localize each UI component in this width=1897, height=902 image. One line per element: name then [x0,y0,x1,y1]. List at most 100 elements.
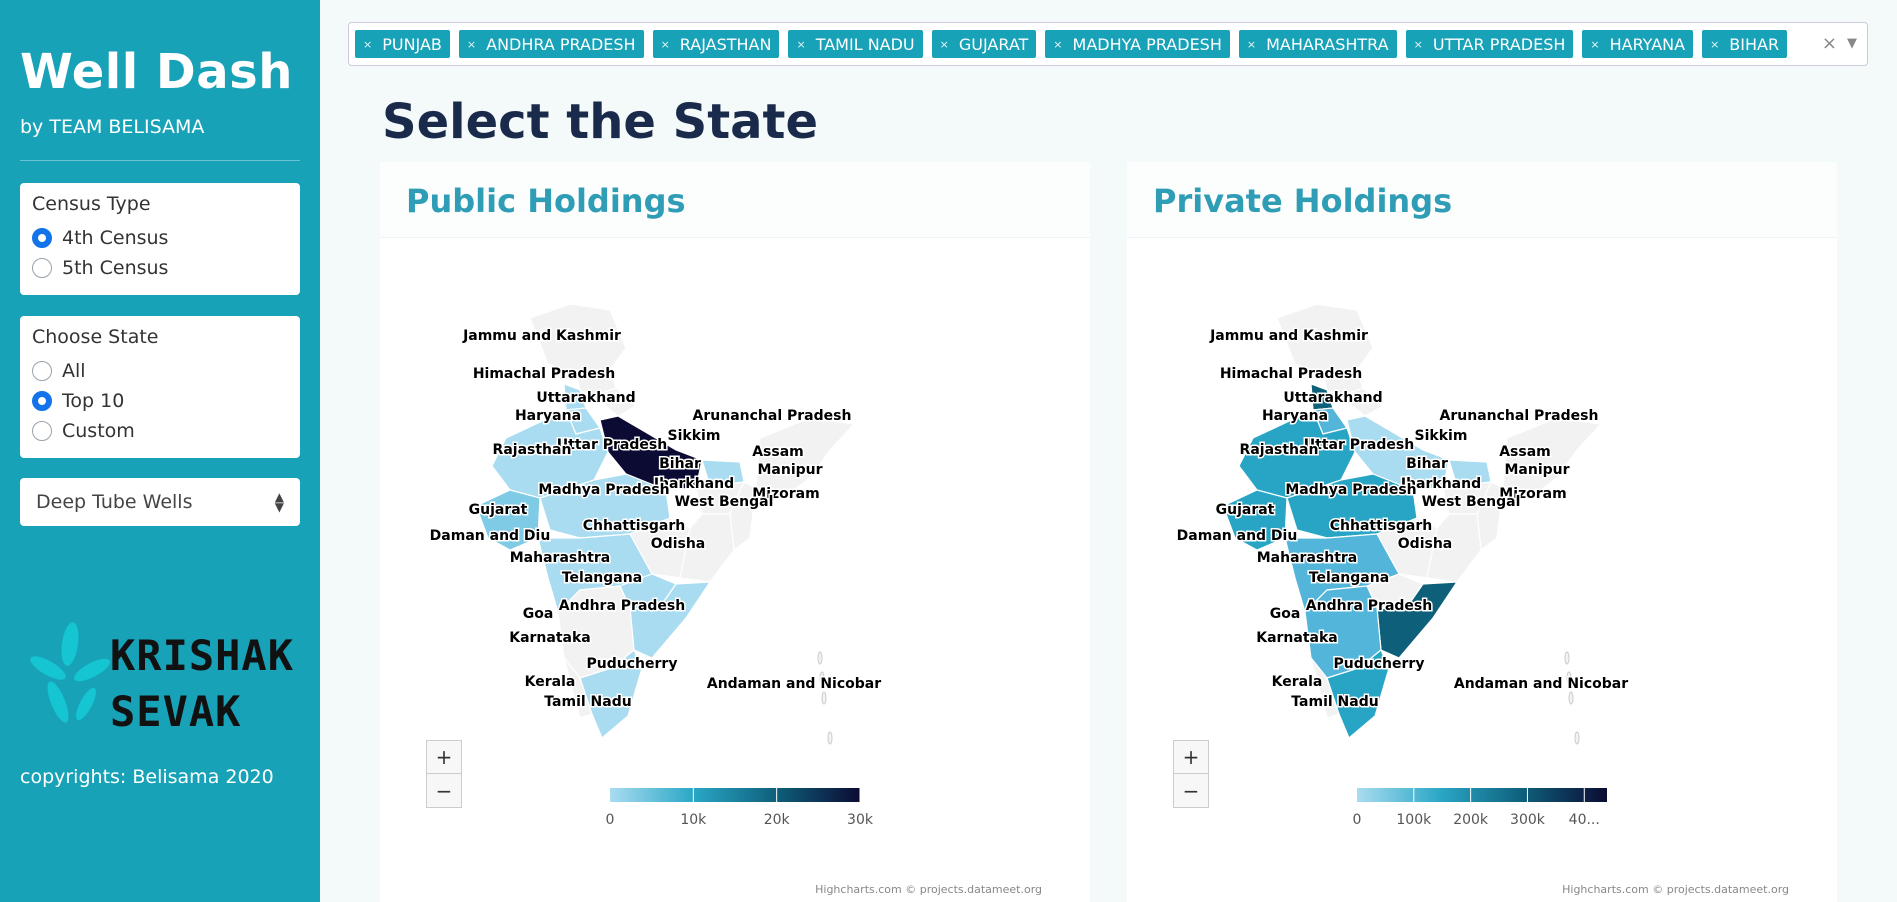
sidebar-divider [20,160,300,161]
state-label: West Bengal [675,494,774,510]
state-label: Andaman and Nicobar [1454,676,1628,692]
state-label: Karnataka [1256,630,1338,646]
state-label: Kerala [1272,674,1323,690]
state-label: Puducherry [587,656,678,672]
state-label: Goa [1270,606,1301,622]
state-label: Uttar Pradesh [1304,437,1414,453]
state-label: Manipur [1504,462,1569,478]
state-tag[interactable]: × BIHAR [1702,30,1788,58]
remove-tag-icon[interactable]: × [363,37,373,51]
radio-all[interactable]: All [32,356,288,386]
state-tag[interactable]: × RAJASTHAN [652,30,780,58]
tag-label: HARYANA [1609,34,1686,54]
state-region-ne[interactable] [755,417,856,501]
clear-all-icon[interactable]: × [1821,33,1837,54]
state-tag[interactable]: × ANDHRA PRADESH [458,30,644,58]
map-credit[interactable]: Highcharts.com © projects.datameet.org [1562,883,1789,896]
state-label: Uttarakhand [1283,390,1382,406]
main-content: × PUNJAB × ANDHRA PRADESH × RAJASTHAN × TAMIL N… [320,0,1897,902]
map-credit[interactable]: Highcharts.com © projects.datameet.org [815,883,1042,896]
tag-label: BIHAR [1729,34,1780,54]
state-label: Gujarat [1216,502,1275,518]
state-label: Haryana [515,408,581,424]
state-label: Assam [752,444,804,460]
state-tag[interactable]: × PUNJAB [355,30,450,58]
island-shape[interactable] [1566,671,1572,685]
radio-indicator[interactable] [32,258,52,278]
island-shape[interactable] [1568,691,1574,705]
tag-label: RAJASTHAN [679,34,772,54]
state-label: Jharkhand [653,476,734,492]
logo-text: KRISHAK SEVAK [110,628,294,740]
state-label: Haryana [1262,408,1328,424]
state-label: Uttarakhand [536,390,635,406]
island-shape[interactable] [1564,651,1570,665]
zoom-in-button[interactable]: + [426,740,462,774]
radio-4th-census[interactable]: 4th Census [32,223,288,253]
remove-tag-icon[interactable]: × [466,37,477,51]
color-legend-bar [1357,788,1607,802]
state-label: Chhattisgarh [1330,518,1433,534]
public-holdings-map[interactable]: Jammu and Kashmir Himachal Pradesh Uttarak… [380,238,1090,902]
state-label: Goa [523,606,554,622]
state-label: Daman and Diu [1177,528,1298,544]
radio-indicator[interactable] [32,391,52,411]
state-tag[interactable]: × MAHARASHTRA [1238,30,1397,58]
state-region-ne[interactable] [1502,417,1603,501]
radio-top-10[interactable]: Top 10 [32,386,288,416]
radio-indicator[interactable] [32,421,52,441]
select-arrows-icon: ▲ ▼ [274,490,284,514]
remove-tag-icon[interactable]: × [939,37,949,51]
zoom-in-button[interactable]: + [1173,740,1209,774]
state-label: Rajasthan [1240,442,1319,458]
card-title: Private Holdings [1127,162,1837,238]
state-tag[interactable]: × UTTAR PRADESH [1405,30,1574,58]
state-region-tn[interactable] [1326,649,1390,739]
radio-indicator[interactable] [32,228,52,248]
dropdown-arrow-icon[interactable]: ▼ [1847,36,1857,51]
state-label: Tamil Nadu [1291,694,1378,710]
state-label: Himachal Pradesh [473,366,615,382]
island-shape[interactable] [1574,731,1580,745]
state-region-jk[interactable] [529,303,627,375]
state-label: Himachal Pradesh [1220,366,1362,382]
state-region-jk[interactable] [1276,303,1374,375]
island-shape[interactable] [817,651,823,665]
remove-tag-icon[interactable]: × [1246,37,1257,51]
remove-tag-icon[interactable]: × [1413,37,1423,51]
state-region-tn[interactable] [579,649,643,739]
private-holdings-map[interactable]: Jammu and Kashmir Himachal Pradesh Uttarak… [1127,238,1837,902]
logo-line-1: KRISHAK [110,631,295,680]
state-multiselect[interactable]: × PUNJAB × ANDHRA PRADESH × RAJASTHAN × TAMIL N… [348,22,1868,66]
radio-custom[interactable]: Custom [32,416,288,446]
state-label: Puducherry [1334,656,1425,672]
multiselect-controls: × ▼ [1822,33,1857,54]
state-tag[interactable]: × TAMIL NADU [788,30,923,58]
state-tag[interactable]: × GUJARAT [931,30,1037,58]
state-label: Odisha [1398,536,1452,552]
remove-tag-icon[interactable]: × [1590,37,1600,51]
remove-tag-icon[interactable]: × [1710,37,1720,51]
state-region-uk[interactable] [592,387,638,417]
card-title: Public Holdings [380,162,1090,238]
radio-indicator[interactable] [32,361,52,381]
radio-5th-census[interactable]: 5th Census [32,253,288,283]
island-shape[interactable] [821,691,827,705]
legend-tick-label: 10k [680,812,707,828]
zoom-out-button[interactable]: − [1173,774,1209,808]
island-shape[interactable] [819,671,825,685]
remove-tag-icon[interactable]: × [1053,37,1063,51]
zoom-out-button[interactable]: − [426,774,462,808]
island-shape[interactable] [827,731,833,745]
well-type-select[interactable]: Deep Tube Wells ▲ ▼ [20,478,300,526]
tag-label: MADHYA PRADESH [1072,34,1222,54]
state-tag[interactable]: × HARYANA [1582,30,1694,58]
legend-tick-label: 20k [764,812,791,828]
remove-tag-icon[interactable]: × [660,37,670,51]
state-tag[interactable]: × MADHYA PRADESH [1045,30,1230,58]
state-label: Assam [1499,444,1551,460]
remove-tag-icon[interactable]: × [796,37,806,51]
state-label: Karnataka [509,630,591,646]
state-label: Daman and Diu [430,528,551,544]
state-region-uk[interactable] [1339,387,1385,417]
